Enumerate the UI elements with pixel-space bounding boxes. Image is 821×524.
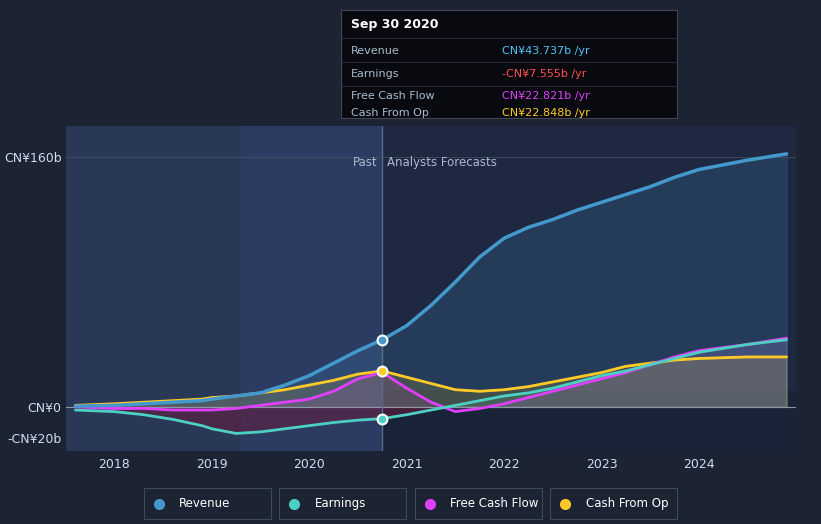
Text: Revenue: Revenue bbox=[179, 497, 231, 510]
Bar bbox=[383, 391, 796, 451]
Text: Revenue: Revenue bbox=[351, 46, 400, 56]
Text: -CN¥7.555b /yr: -CN¥7.555b /yr bbox=[502, 69, 587, 79]
Bar bbox=[66, 126, 383, 451]
Text: Analysts Forecasts: Analysts Forecasts bbox=[388, 157, 497, 169]
Text: CN¥22.821b /yr: CN¥22.821b /yr bbox=[502, 91, 590, 102]
Text: Earnings: Earnings bbox=[314, 497, 366, 510]
Text: Free Cash Flow: Free Cash Flow bbox=[450, 497, 539, 510]
Point bbox=[376, 414, 389, 423]
Text: Sep 30 2020: Sep 30 2020 bbox=[351, 18, 438, 31]
Text: Earnings: Earnings bbox=[351, 69, 399, 79]
Text: Past: Past bbox=[353, 157, 378, 169]
Text: Cash From Op: Cash From Op bbox=[351, 107, 429, 117]
Bar bbox=[383, 126, 796, 451]
Text: CN¥43.737b /yr: CN¥43.737b /yr bbox=[502, 46, 590, 56]
Text: Cash From Op: Cash From Op bbox=[585, 497, 668, 510]
Text: Free Cash Flow: Free Cash Flow bbox=[351, 91, 434, 102]
Bar bbox=[241, 126, 383, 451]
Point bbox=[376, 335, 389, 344]
Text: CN¥22.848b /yr: CN¥22.848b /yr bbox=[502, 107, 590, 117]
Point bbox=[376, 367, 389, 375]
